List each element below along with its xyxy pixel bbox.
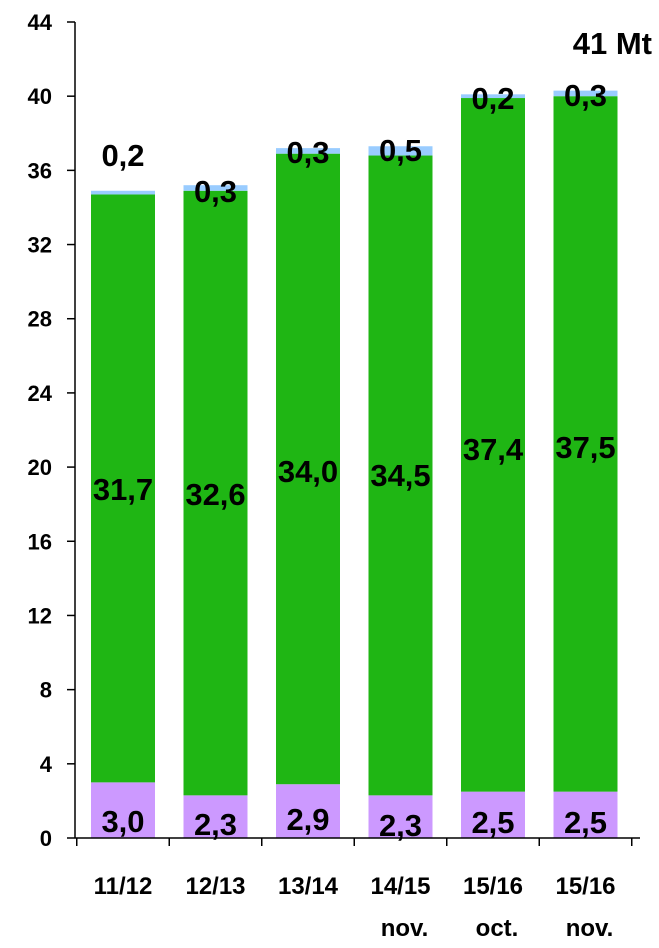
total-annotation: 41 Mt	[573, 26, 652, 61]
data-label-middle: 34,0	[278, 454, 338, 489]
data-label-bottom: 2,5	[564, 805, 607, 840]
y-tick-label: 24	[28, 381, 53, 406]
data-label-bottom: 2,9	[286, 802, 329, 837]
y-tick-label: 4	[40, 752, 53, 777]
data-label-top: 0,5	[379, 133, 422, 168]
bar-segment	[368, 795, 433, 838]
y-tick-label: 12	[28, 603, 52, 628]
bars-layer	[91, 90, 618, 838]
data-label-middle: 31,7	[93, 472, 153, 507]
y-tick-label: 44	[28, 10, 53, 35]
bar-segment	[368, 146, 433, 156]
bar-segment	[183, 795, 248, 838]
bar-segment	[183, 185, 248, 191]
x-tick-label: 12/13	[185, 873, 245, 900]
x-tick-sublabel: nov.	[566, 915, 614, 942]
x-tick-label: 13/14	[278, 873, 339, 900]
y-tick-label: 16	[28, 529, 52, 554]
bar-segment	[276, 784, 340, 838]
axes-layer: 0 4 8 12 16 20 24 28 32 36 40 44 11/12 12/13 13/14 14/1…	[28, 10, 640, 942]
x-tick-label: 15/16	[555, 873, 615, 900]
bar-segment	[553, 96, 618, 792]
y-tick-label: 40	[28, 84, 52, 109]
bar-segment	[461, 791, 525, 838]
x-tick-label: 15/16	[463, 873, 523, 900]
x-tick-sublabel: oct.	[476, 915, 519, 942]
bar-segment	[276, 153, 340, 785]
x-tick-label: 11/12	[94, 873, 153, 900]
data-label-bottom: 2,3	[194, 807, 237, 842]
bar-segment	[368, 155, 433, 796]
data-label-top: 0,3	[564, 78, 607, 113]
data-label-top: 0,2	[471, 81, 514, 116]
y-tick-label: 8	[40, 678, 52, 703]
data-label-top: 0,3	[286, 135, 329, 170]
bar-segment	[91, 194, 155, 783]
bar-segment	[183, 190, 248, 796]
data-label-middle: 37,5	[555, 430, 615, 465]
data-label-bottom: 3,0	[101, 804, 144, 839]
x-tick-label: 14/15	[370, 873, 430, 900]
y-tick-label: 20	[28, 455, 52, 480]
bar-segment	[461, 98, 525, 792]
data-label-top: 0,3	[194, 174, 237, 209]
bar-segment	[276, 148, 340, 154]
bar-segment	[91, 190, 155, 195]
bar-segment	[461, 94, 525, 99]
data-label-middle: 34,5	[370, 458, 430, 493]
data-label-bottom: 2,5	[471, 805, 514, 840]
data-label-middle: 32,6	[185, 477, 245, 512]
data-label-middle: 37,4	[463, 432, 524, 467]
y-tick-label: 28	[28, 307, 52, 332]
y-tick-label: 0	[40, 826, 52, 851]
y-tick-label: 32	[28, 233, 52, 258]
bar-segment	[91, 782, 155, 838]
y-tick-label: 36	[28, 158, 52, 183]
labels-layer: 3,0 31,7 0,2 2,3 32,6 0,3 2,9 34,0 0,3 2,3 34,5 0,5…	[93, 78, 616, 843]
bar-segment	[553, 90, 618, 97]
x-tick-sublabel: nov.	[381, 915, 429, 942]
data-label-top: 0,2	[101, 138, 144, 173]
data-label-bottom: 2,3	[379, 808, 422, 843]
bar-segment	[553, 791, 618, 838]
